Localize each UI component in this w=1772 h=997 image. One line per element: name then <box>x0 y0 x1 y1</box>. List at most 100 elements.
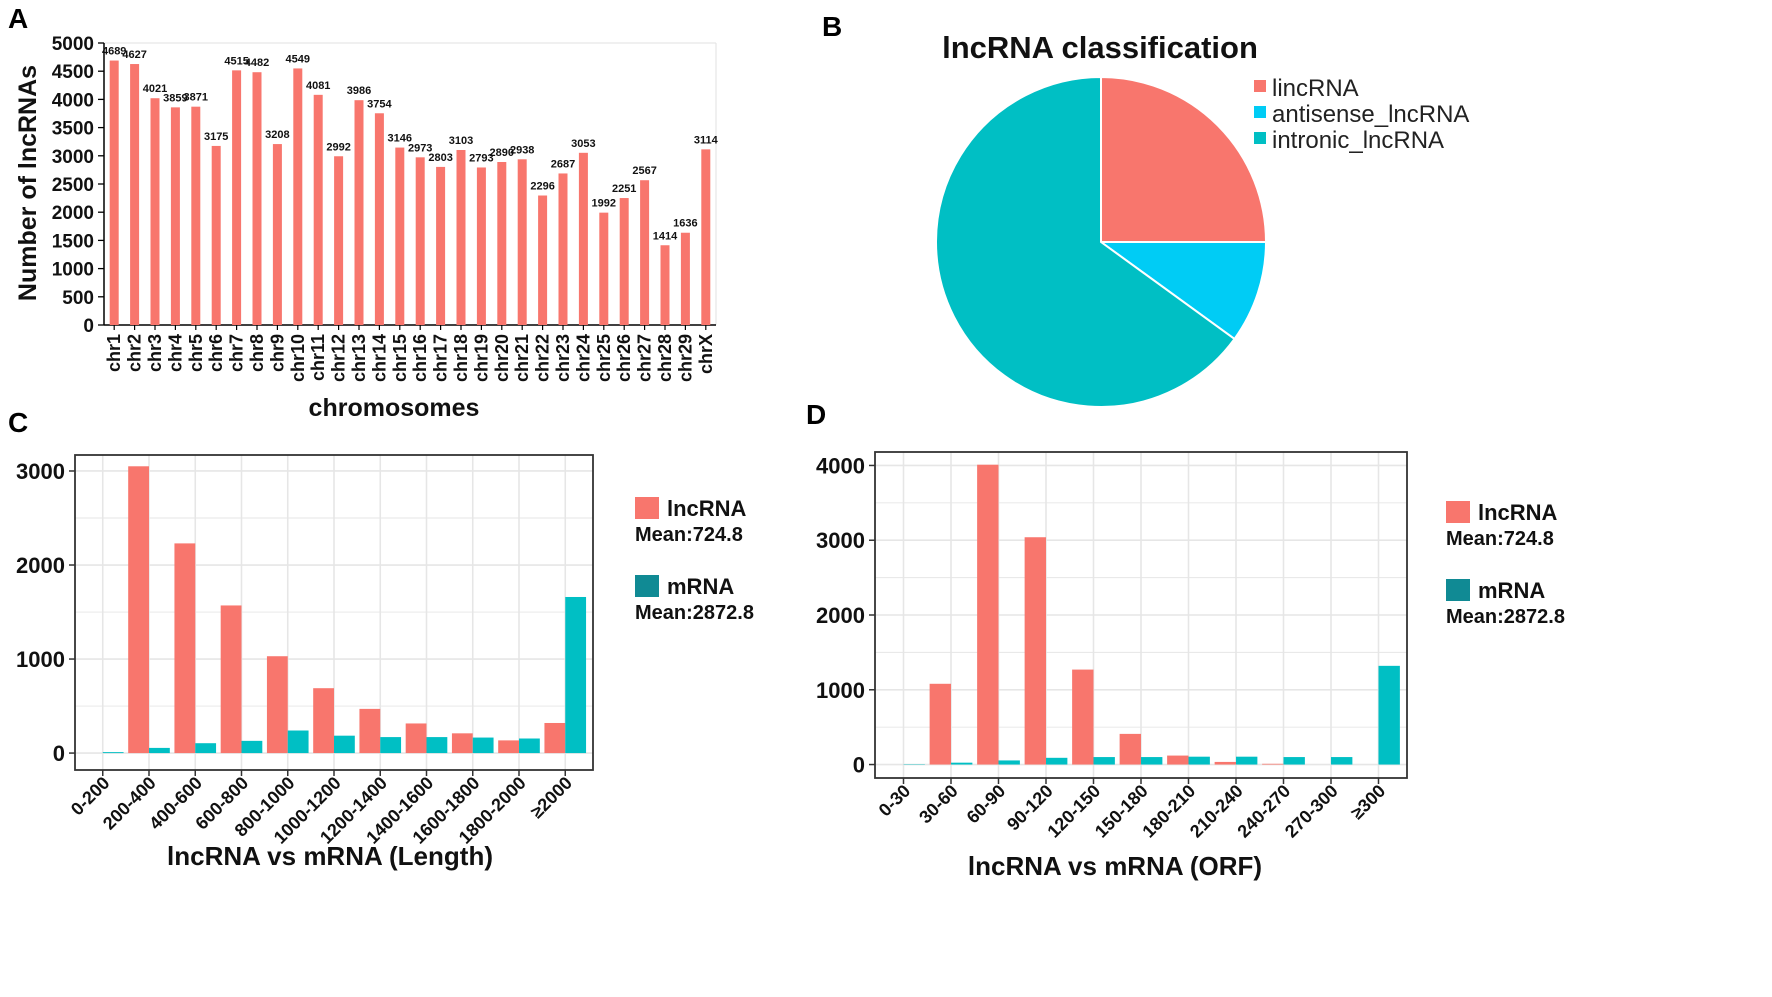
panel-d-x-axis-title: lncRNA vs mRNA (ORF) <box>968 851 1262 881</box>
panel-a-data-label: 2251 <box>612 183 636 195</box>
panel-d-orf-bar-chart: D lncRNA vs mRNA (ORF) 0 1000 2000 3000 4000… <box>806 399 1565 881</box>
panel-c-bar-lncrna <box>266 656 288 754</box>
panel-a-x-tick-label: chr27 <box>635 334 655 382</box>
panel-a-data-label: 2973 <box>408 142 432 154</box>
panel-d-bar-mrna <box>1188 756 1210 765</box>
panel-a-bar <box>619 198 629 325</box>
panel-a-y-tick-label: 3000 <box>52 147 94 168</box>
panel-c-bar-mrna <box>380 737 402 754</box>
panel-a-bar <box>538 195 548 325</box>
panel-a-bar <box>456 149 466 325</box>
panel-a-bar <box>701 149 711 325</box>
panel-a-data-label: 1992 <box>592 198 616 210</box>
panel-d-bar-lncrna <box>1024 537 1046 765</box>
panel-a-y-tick-label: 3500 <box>52 119 94 140</box>
panel-a-x-tick-label: chr11 <box>308 334 328 381</box>
panel-a-x-tick-label: chr26 <box>614 334 634 382</box>
panel-a-x-tick-label: chr13 <box>349 334 369 382</box>
panel-a-x-tick-label: chr16 <box>410 334 430 382</box>
panel-c-bar-lncrna <box>220 605 242 754</box>
panel-c-bar-mrna <box>334 735 355 754</box>
panel-a-x-tick-label: chr20 <box>492 334 512 382</box>
panel-c-bar-mrna <box>241 740 263 754</box>
panel-a-data-label: 3754 <box>367 98 392 110</box>
panel-d-y-tick-label: 1000 <box>816 678 865 703</box>
panel-a-data-label: 1636 <box>673 218 697 230</box>
panel-a-x-axis-title: chromosomes <box>309 394 480 422</box>
panel-a-x-tick-label: chrX <box>696 334 716 374</box>
panel-a-bar <box>354 100 364 325</box>
panel-a-data-label: 3175 <box>204 131 228 143</box>
panel-a-data-label: 3053 <box>571 138 595 150</box>
pie-legend-label: intronic_lncRNA <box>1272 127 1444 154</box>
panel-a-bar <box>680 232 690 325</box>
panel-a-chromosome-bar-chart: A Number of lncRNAs chromosomes 0 500 1000… <box>8 3 719 422</box>
panel-a-bar <box>334 156 344 325</box>
panel-a-x-tick-label: chr7 <box>227 334 247 372</box>
panel-a-x-tick-label: chr29 <box>675 334 695 382</box>
panel-a-bar <box>517 159 527 325</box>
panel-a-data-label: 3208 <box>265 129 289 141</box>
panel-c-bar-mrna <box>149 747 170 754</box>
panel-a-data-label: 4627 <box>122 49 146 61</box>
panel-a-bar <box>578 152 588 325</box>
panel-d-x-tick-label: 270-300 <box>1281 781 1342 842</box>
panel-a-y-tick-label: 2000 <box>52 203 94 224</box>
panel-a-label: A <box>8 3 28 34</box>
panel-d-bar-mrna <box>1283 757 1305 765</box>
pie-slice-antisense-lncrna <box>1097 241 1268 341</box>
panel-c-legend-key-lncrna <box>635 497 659 519</box>
panel-a-bar <box>415 157 425 325</box>
panel-c-legend-mean: Mean:724.8 <box>635 524 743 546</box>
panel-d-legend-mean: Mean:2872.8 <box>1446 606 1565 628</box>
panel-a-y-tick-label: 4000 <box>52 90 94 111</box>
panel-a-bar <box>599 212 609 325</box>
panel-a-data-label: 2687 <box>551 158 575 170</box>
panel-a-bar <box>395 147 405 325</box>
panel-d-bar-mrna <box>998 760 1020 765</box>
panel-a-data-label: 2992 <box>326 141 350 153</box>
panel-a-data-label: 2938 <box>510 144 534 156</box>
panel-a-x-tick-label: chr12 <box>329 334 349 382</box>
panel-d-x-tick-label: ≥300 <box>1347 781 1389 823</box>
panel-d-y-tick-label: 2000 <box>816 603 865 628</box>
panel-a-y-tick-label: 4500 <box>52 62 94 83</box>
panel-d-bar-mrna <box>1141 757 1163 765</box>
panel-c-label: C <box>8 407 28 438</box>
panel-c-y-tick-label: 2000 <box>16 553 65 578</box>
panel-d-legend-label: mRNA <box>1478 578 1545 603</box>
panel-a-data-label: 3859 <box>163 92 187 104</box>
panel-d-bar-mrna <box>951 762 973 765</box>
panel-a-y-tick-label: 5000 <box>52 34 94 55</box>
panel-a-data-label: 3871 <box>184 92 208 104</box>
pie-slice-intronic-lncrna <box>935 75 1236 408</box>
panel-a-bar <box>640 180 650 325</box>
panel-a-x-tick-label: chr6 <box>206 334 226 372</box>
panel-c-y-tick-label: 0 <box>53 741 65 766</box>
panel-c-bar-lncrna <box>498 740 519 754</box>
panel-a-y-tick-label: 1500 <box>52 231 94 252</box>
panel-a-data-label: 4021 <box>143 83 167 95</box>
pie-legend-label: antisense_lncRNA <box>1272 101 1469 128</box>
panel-d-legend-key-lncrna <box>1446 501 1470 523</box>
panel-a-x-tick-label: chr22 <box>533 334 553 382</box>
panel-a-bar <box>150 98 160 325</box>
panel-a-x-tick-label: chr21 <box>512 334 532 382</box>
panel-c-bar-mrna <box>519 738 540 754</box>
panel-a-y-tick-label: 1000 <box>52 260 94 281</box>
panel-c-bar-lncrna <box>128 466 149 754</box>
panel-a-data-label: 2890 <box>490 147 514 159</box>
panel-c-bar-lncrna <box>405 723 427 754</box>
panel-a-bar <box>130 64 140 325</box>
panel-a-data-label: 3986 <box>347 85 371 97</box>
panel-d-bar-lncrna <box>1262 763 1284 765</box>
panel-a-bar <box>109 60 119 325</box>
panel-a-bar <box>191 106 201 325</box>
panel-a-x-tick-label: chr8 <box>247 334 267 372</box>
panel-a-x-tick-label: chr15 <box>390 334 410 382</box>
panel-a-data-label: 4689 <box>102 46 126 58</box>
panel-c-bar-mrna <box>287 730 309 754</box>
panel-a-data-label: 3114 <box>694 134 719 146</box>
panel-c-y-tick-label: 1000 <box>16 647 65 672</box>
